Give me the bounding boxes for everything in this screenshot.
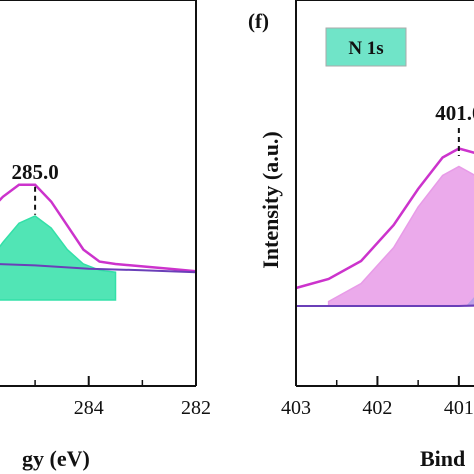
series-1-1-area bbox=[327, 165, 474, 307]
peak-label-0-1: 285.0 bbox=[11, 160, 58, 184]
n1s-badge-box bbox=[325, 27, 407, 67]
x-tick-label-0-1: 284 bbox=[74, 397, 104, 419]
n1s-plot-area: 401.040 bbox=[295, 101, 474, 307]
series-1-0-envelope-line bbox=[295, 147, 474, 290]
x-tick-label-1-1: 402 bbox=[362, 397, 392, 419]
n1s-badge-text: N 1s bbox=[348, 38, 383, 59]
series-1-2-area bbox=[465, 297, 474, 307]
n1s-x-axis-title: Bind bbox=[420, 446, 465, 471]
series-0-0-envelope-line bbox=[0, 183, 197, 273]
peak-label-1-0: 401.0 bbox=[435, 101, 474, 125]
c1s-x-ticks: 286284282 bbox=[34, 376, 211, 419]
series-0-2-background-line bbox=[0, 263, 197, 274]
x-tick-label-1-2: 401 bbox=[444, 397, 474, 419]
series-1-3-background-line bbox=[296, 304, 474, 307]
x-tick-label-1-0: 403 bbox=[281, 397, 311, 419]
c1s-x-axis-title: gy (eV) bbox=[22, 446, 90, 471]
c1s-panel: .2285.0 286284282 gy (eV) bbox=[0, 0, 211, 471]
n1s-panel: 401.040 403402401400 Bind Intensity (a.u… bbox=[248, 0, 474, 471]
n1s-x-ticks: 403402401400 bbox=[281, 376, 474, 419]
n1s-y-axis-title: Intensity (a.u.) bbox=[258, 131, 283, 269]
x-tick-label-0-2: 282 bbox=[181, 397, 211, 419]
c1s-plot-area: .2285.0 bbox=[0, 160, 197, 301]
panel-label: (f) bbox=[248, 9, 269, 33]
series-0-1-area bbox=[0, 215, 117, 301]
